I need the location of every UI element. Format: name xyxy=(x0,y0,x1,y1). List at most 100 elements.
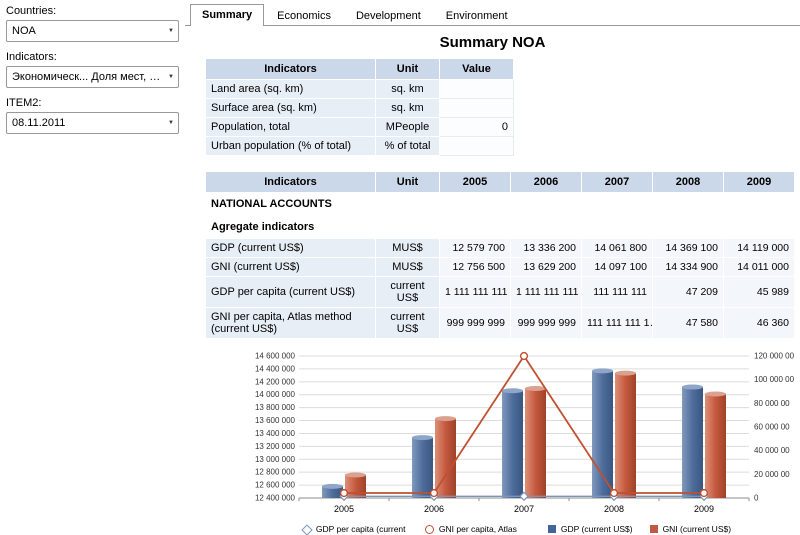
indicator-cell: GNI per capita, Atlas method (current US… xyxy=(205,307,376,339)
unit-cell: MPeople xyxy=(375,117,440,137)
unit-cell: MUS$ xyxy=(375,238,440,258)
value-cell xyxy=(439,136,514,156)
svg-text:80 000 00: 80 000 00 xyxy=(754,399,790,408)
year-value-cell: 999 999 999 xyxy=(439,307,511,339)
year-value-cell: 111 111 111 xyxy=(581,276,653,308)
svg-text:13 600 000: 13 600 000 xyxy=(255,416,296,425)
column-header: Value xyxy=(439,58,514,80)
legend-label: GDP per capita (current US$) xyxy=(315,524,406,535)
item2-label: ITEM2: xyxy=(6,97,42,109)
sidebar: Countries: NOA ▼ Indicators: Экономическ… xyxy=(0,0,185,148)
column-header: 2006 xyxy=(510,171,582,193)
item2-field: ITEM2: 08.11.2011 ▼ xyxy=(6,97,179,134)
value-table: Indicators Unit Value Land area (sq. km) sq.… xyxy=(205,58,514,156)
svg-text:2007: 2007 xyxy=(514,504,534,514)
main-panel: Summary Economics Development Environment S… xyxy=(185,0,800,535)
legend-item: GDP per capita (current US$) xyxy=(301,524,408,535)
chevron-down-icon[interactable]: ▼ xyxy=(168,28,174,34)
table-row: GDP (current US$) MUS$ 12 579 700 13 336 20… xyxy=(205,238,795,258)
unit-cell: sq. km xyxy=(375,79,440,99)
year-value-cell: 14 011 000 xyxy=(723,257,795,277)
column-header: Indicators xyxy=(205,58,376,80)
chart-legend: GDP per capita (current US$) GNI per capi… xyxy=(237,524,797,535)
tab-economics[interactable]: Economics xyxy=(277,10,331,22)
unit-cell: MUS$ xyxy=(375,257,440,277)
indicators-label: Indicators: xyxy=(6,51,57,63)
item2-dropdown[interactable]: 08.11.2011 ▼ xyxy=(6,112,179,134)
svg-text:60 000 00: 60 000 00 xyxy=(754,423,790,432)
svg-text:13 000 000: 13 000 000 xyxy=(255,455,296,464)
legend-label: GDP (current US$) xyxy=(560,524,633,534)
table-row: GNI per capita, Atlas method (current US… xyxy=(205,307,795,339)
year-value-cell: 14 097 100 xyxy=(581,257,653,277)
year-value-cell: 14 119 000 xyxy=(723,238,795,258)
indicators-dropdown[interactable]: Экономическ... Доля мест, з... (1374) ▼ xyxy=(6,66,179,88)
svg-text:13 800 000: 13 800 000 xyxy=(255,403,296,412)
countries-dropdown[interactable]: NOA ▼ xyxy=(6,20,179,42)
combo-chart: 14 600 000 14 400 000 14 200 000 14 000 000… xyxy=(237,350,797,523)
column-header: 2007 xyxy=(581,171,653,193)
chevron-down-icon[interactable]: ▼ xyxy=(168,120,174,126)
indicator-cell: Land area (sq. km) xyxy=(205,79,376,99)
indicator-cell: GDP (current US$) xyxy=(205,238,376,258)
indicator-cell: Population, total xyxy=(205,117,376,137)
table-row: GNI (current US$) MUS$ 12 756 500 13 629 20… xyxy=(205,257,795,277)
year-value-cell: 13 336 200 xyxy=(510,238,582,258)
year-value-cell: 14 061 800 xyxy=(581,238,653,258)
chevron-down-icon[interactable]: ▼ xyxy=(168,74,174,80)
indicator-cell: Urban population (% of total) xyxy=(205,136,376,156)
countries-value: NOA xyxy=(12,25,36,37)
legend-item: GNI per capita, Atlas method (current US… xyxy=(424,524,531,535)
svg-text:14 600 000: 14 600 000 xyxy=(255,352,296,361)
unit-cell: current US$ xyxy=(375,276,440,308)
column-header: Unit xyxy=(375,58,440,80)
year-value-cell: 47 580 xyxy=(652,307,724,339)
svg-text:12 800 000: 12 800 000 xyxy=(255,468,296,477)
year-value-cell: 1 111 111 111 xyxy=(439,276,511,308)
column-header: 2008 xyxy=(652,171,724,193)
legend-label: GNI (current US$) xyxy=(662,524,732,534)
value-cell xyxy=(439,98,514,118)
svg-text:2008: 2008 xyxy=(604,504,624,514)
indicator-cell: GNI (current US$) xyxy=(205,257,376,277)
svg-text:12 400 000: 12 400 000 xyxy=(255,494,296,503)
svg-text:13 200 000: 13 200 000 xyxy=(255,442,296,451)
indicators-field: Indicators: Экономическ... Доля мест, з.… xyxy=(6,51,179,88)
legend-circle-icon xyxy=(424,525,434,534)
svg-text:13 400 000: 13 400 000 xyxy=(255,429,296,438)
svg-text:0: 0 xyxy=(754,494,759,503)
year-value-cell: 1 111 111 111 xyxy=(510,276,582,308)
table-row: Surface area (sq. km) sq. km xyxy=(205,98,514,118)
year-value-cell: 999 999 999 xyxy=(510,307,582,339)
unit-cell: % of total xyxy=(375,136,440,156)
indicator-cell: GDP per capita (current US$) xyxy=(205,276,376,308)
page-title: Summary NOA xyxy=(439,34,546,51)
unit-cell: sq. km xyxy=(375,98,440,118)
svg-text:120 000 00: 120 000 00 xyxy=(754,352,795,361)
tab-summary[interactable]: Summary xyxy=(190,4,265,26)
legend-item: GDP (current US$) xyxy=(547,524,633,535)
tab-environment[interactable]: Environment xyxy=(445,10,508,22)
svg-text:2009: 2009 xyxy=(694,504,714,514)
year-value-cell: 47 209 xyxy=(652,276,724,308)
column-header: Unit xyxy=(375,171,440,193)
svg-text:2005: 2005 xyxy=(334,504,354,514)
svg-text:14 200 000: 14 200 000 xyxy=(255,377,296,386)
tab-development[interactable]: Development xyxy=(355,10,421,22)
svg-text:14 400 000: 14 400 000 xyxy=(255,364,296,373)
countries-label: Countries: xyxy=(6,5,57,17)
svg-text:20 000 00: 20 000 00 xyxy=(754,470,790,479)
year-value-cell: 14 334 900 xyxy=(652,257,724,277)
chart-area: 14 600 000 14 400 000 14 200 000 14 000 000… xyxy=(237,350,797,535)
column-header: Indicators xyxy=(205,171,376,193)
value-cell: 0 xyxy=(439,117,514,137)
year-value-cell: 111 111 111 1… xyxy=(581,307,653,339)
years-table: Indicators Unit 2005 2006 2007 2008 2009 NATION… xyxy=(205,171,795,339)
section-header: NATIONAL ACCOUNTS xyxy=(205,192,795,216)
table-row: Urban population (% of total)% of total xyxy=(205,136,514,156)
year-value-cell: 12 756 500 xyxy=(439,257,511,277)
column-header: 2005 xyxy=(439,171,511,193)
indicators-value: Экономическ... Доля мест, з... (1374) xyxy=(12,71,164,83)
legend-diamond-icon xyxy=(301,524,313,535)
column-header: 2009 xyxy=(723,171,795,193)
